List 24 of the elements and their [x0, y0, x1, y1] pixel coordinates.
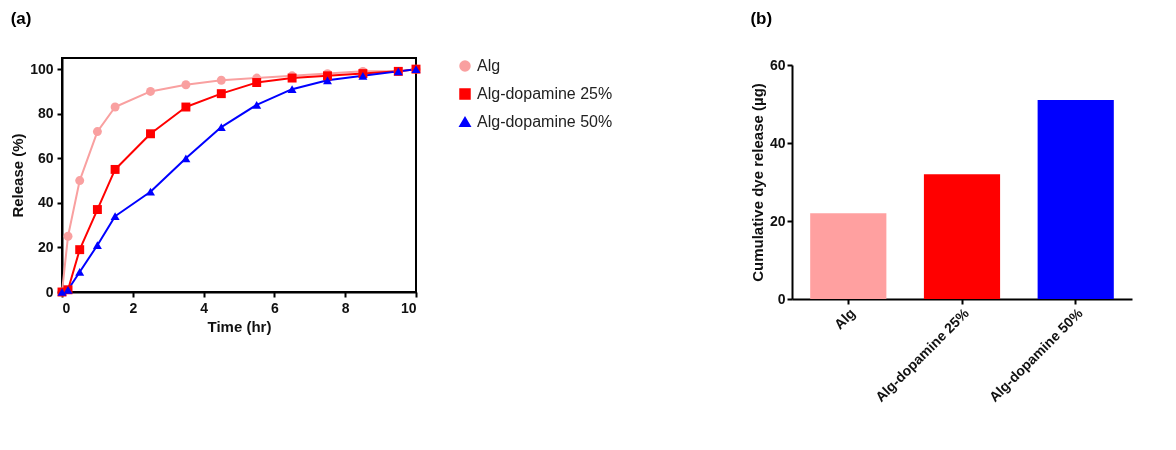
x-tick-label: 0: [62, 299, 71, 316]
chart-title: (a): [10, 9, 32, 28]
legend-label: Alg-dopamine 50%: [477, 113, 613, 130]
legend-label: Alg-dopamine 25%: [477, 85, 613, 102]
y-tick-label: 20: [769, 212, 786, 229]
x-axis-title: Time (hr): [207, 317, 272, 335]
y-tick-label: 60: [769, 56, 786, 73]
x-tick-label: 4: [200, 299, 209, 316]
x-tick-label: 6: [271, 299, 279, 316]
x-tick-label: Alg: [830, 305, 859, 333]
y-axis-title: Release (%): [9, 133, 27, 218]
x-tick-label: 8: [341, 299, 350, 316]
y-tick-label: 0: [45, 283, 54, 300]
y-tick-label: 80: [37, 105, 54, 122]
x-tick-label: 2: [129, 299, 138, 316]
x-tick-label: 10: [400, 299, 417, 316]
y-tick-label: 100: [30, 60, 54, 77]
chart-title: (b): [750, 9, 773, 28]
y-tick-label: 40: [769, 134, 786, 151]
y-axis-title: Cumulative dye release (µg): [748, 83, 766, 282]
y-tick-label: 20: [37, 238, 54, 255]
legend-label: Alg: [477, 57, 501, 74]
y-tick-label: 60: [37, 149, 54, 166]
y-tick-label: 40: [37, 194, 54, 211]
